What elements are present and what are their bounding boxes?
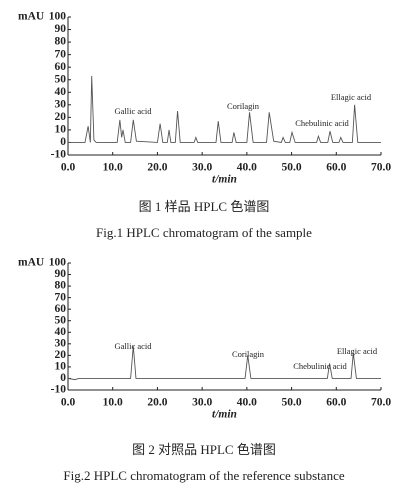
- x-tick-label: 10.0: [103, 397, 123, 409]
- x-tick-label: 10.0: [103, 162, 123, 174]
- peak-annotation: Gallic acid: [114, 106, 152, 116]
- chromatogram-line: [67, 346, 381, 381]
- y-tick-label: 90: [55, 23, 67, 35]
- x-tick-label: 40.0: [237, 397, 257, 409]
- chromatogram-line: [68, 75, 381, 143]
- y-tick-label: 40: [55, 86, 67, 98]
- x-tick-label: 70.0: [371, 162, 391, 174]
- y-tick-label: 50: [55, 314, 67, 326]
- y-tick-label: 40: [55, 326, 67, 338]
- x-tick-label: 30.0: [192, 162, 212, 174]
- caption-en: Fig.1 HPLC chromatogram of the sample: [96, 225, 312, 240]
- y-tick-label: -10: [51, 384, 67, 396]
- y-axis-label: mAU: [18, 11, 45, 23]
- peak-annotation: Ellagic acid: [331, 92, 372, 102]
- y-tick-label: 20: [55, 111, 67, 123]
- y-tick-label: 20: [55, 349, 67, 361]
- y-tick-label: 50: [55, 73, 67, 85]
- peak-annotation: Ellagic acid: [337, 346, 378, 356]
- y-tick-label: -10: [51, 149, 67, 161]
- x-tick-label: 50.0: [282, 162, 302, 174]
- y-tick-label: 30: [55, 98, 67, 110]
- y-tick-label: 100: [49, 257, 67, 269]
- peak-annotation: Gallic acid: [114, 341, 152, 351]
- peak-annotation: Corilagin: [232, 349, 265, 359]
- x-tick-label: 60.0: [326, 397, 346, 409]
- x-tick-label: 60.0: [326, 162, 346, 174]
- peak-annotation: Chebulinic acid: [295, 118, 349, 128]
- y-tick-label: 80: [55, 280, 67, 292]
- y-tick-label: 70: [55, 291, 67, 303]
- y-tick-label: 90: [55, 268, 67, 280]
- y-tick-label: 80: [55, 36, 67, 48]
- y-tick-label: 60: [55, 303, 67, 315]
- y-tick-label: 0: [60, 372, 66, 384]
- y-tick-label: 70: [55, 48, 67, 60]
- x-tick-label: 40.0: [237, 162, 257, 174]
- peak-annotation: Corilagin: [227, 101, 260, 111]
- y-tick-label: 10: [55, 361, 67, 373]
- x-axis-label: t/min: [212, 409, 237, 421]
- caption-cn: 图 1 样品 HPLC 色谱图: [139, 199, 270, 214]
- x-tick-label: 0.0: [61, 162, 76, 174]
- y-tick-label: 100: [49, 11, 67, 23]
- x-tick-label: 20.0: [147, 397, 167, 409]
- peak-annotation: Chebulinic acid: [293, 361, 347, 371]
- x-axis-label: t/min: [212, 174, 237, 186]
- y-axis-label: mAU: [18, 257, 45, 269]
- x-tick-label: 50.0: [282, 397, 302, 409]
- y-tick-label: 60: [55, 61, 67, 73]
- caption-en: Fig.2 HPLC chromatogram of the reference…: [63, 468, 344, 483]
- x-tick-label: 70.0: [371, 397, 391, 409]
- y-tick-label: 0: [60, 136, 66, 148]
- y-tick-label: 10: [55, 124, 67, 136]
- y-tick-label: 30: [55, 337, 67, 349]
- x-tick-label: 30.0: [192, 397, 212, 409]
- x-tick-label: 0.0: [61, 397, 76, 409]
- x-tick-label: 20.0: [147, 162, 167, 174]
- caption-cn: 图 2 对照品 HPLC 色谱图: [132, 442, 276, 457]
